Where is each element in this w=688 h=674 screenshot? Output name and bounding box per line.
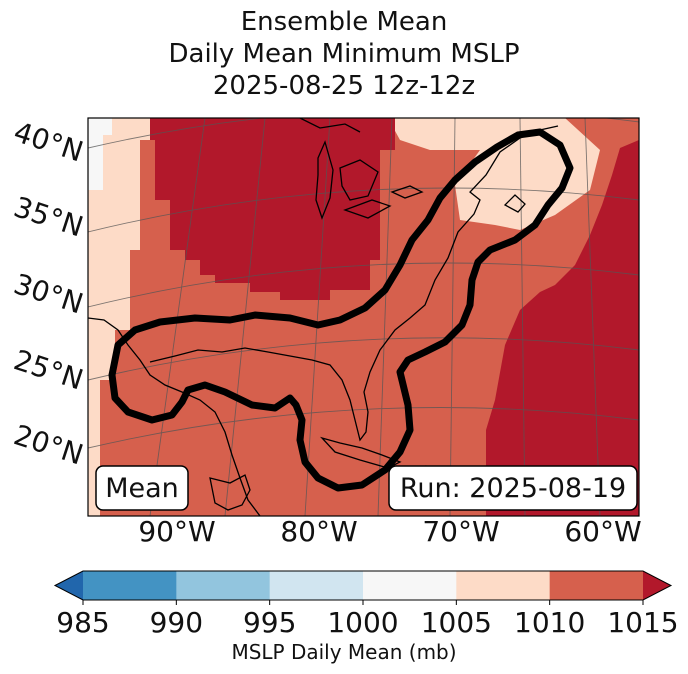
colorbar-tick-label-985: 985: [56, 606, 109, 639]
mexico-gulf-coast: [88, 317, 261, 516]
colorbar-bin-995-1000: [269, 571, 364, 600]
lat-label-25: 25°N: [10, 343, 87, 396]
cuba-outline: [319, 436, 402, 469]
title-line-3: 2025-08-25 12z-12z: [212, 71, 476, 101]
mean-label: Mean: [105, 473, 179, 504]
colorbar-bin-985-990: [83, 571, 177, 600]
colorbar-bin-990-995: [176, 571, 271, 600]
lat-label-40: 40°N: [10, 115, 87, 168]
colorbar: [53, 570, 673, 605]
colorbar-bin-1005-1010: [456, 571, 551, 600]
run-date-label: Run: 2025-08-19: [400, 473, 626, 504]
lat-label-20: 20°N: [10, 418, 87, 471]
lake-huron-outline: [339, 159, 379, 201]
contour-1010mb: [108, 128, 574, 492]
title-line-2: Daily Mean Minimum MSLP: [168, 39, 520, 69]
colorbar-under-arrow: [55, 571, 83, 600]
nova-scotia-outline: [503, 194, 526, 213]
lake-superior-shore: [299, 118, 361, 133]
us-gulf-atlantic-coast: [149, 125, 559, 442]
lake-ontario-outline: [390, 185, 424, 199]
field-1015-over-great-lakes: [150, 118, 395, 300]
lon-label-80w: 80°W: [280, 515, 357, 548]
colorbar-tick-label-1000: 1000: [327, 606, 398, 639]
map-frame: [87, 117, 640, 517]
colorbar-tick-label-1015: 1015: [607, 606, 678, 639]
lon-label-60w: 60°W: [564, 515, 641, 548]
lat-label-30: 30°N: [10, 267, 87, 320]
colorbar-tick-label-990: 990: [150, 606, 203, 639]
yucatan-outline: [209, 474, 251, 511]
colorbar-tick-label-995: 995: [243, 606, 296, 639]
colorbar-tick-label-1005: 1005: [421, 606, 492, 639]
field-1000-1005-west: [88, 118, 112, 190]
lake-erie-outline: [343, 199, 392, 219]
title-line-1: Ensemble Mean: [240, 7, 448, 37]
colorbar-bin-1000-1005: [363, 571, 457, 600]
colorbar-bin-1010-1015: [549, 571, 644, 600]
lat-label-35: 35°N: [10, 190, 87, 243]
colorbar-tick-label-1010: 1010: [514, 606, 585, 639]
colorbar-ticks: 985 990 995 1000 1005 1010 1015: [56, 606, 678, 639]
field-1005-1010-west: [88, 118, 150, 516]
lake-michigan-outline: [315, 140, 334, 220]
lon-label-70w: 70°W: [422, 515, 499, 548]
run-label-box: [388, 465, 638, 511]
map-panel: [88, 118, 639, 516]
mean-label-box: [95, 465, 189, 511]
colorbar-over-arrow: [643, 571, 671, 600]
lon-label-90w: 90°W: [138, 515, 215, 548]
colorbar-label: MSLP Daily Mean (mb): [231, 640, 457, 664]
